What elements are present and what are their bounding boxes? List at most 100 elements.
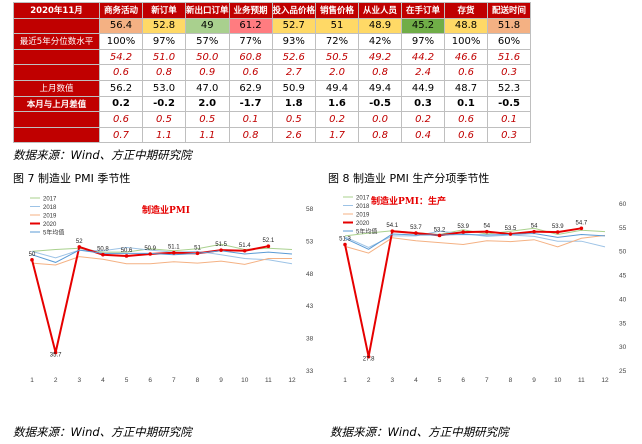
x-tick-label: 10: [241, 377, 249, 384]
x-tick-label: 8: [509, 377, 513, 384]
table-cell: 72%: [315, 33, 360, 50]
table-cell: 42%: [358, 33, 403, 50]
table-cell: 51.0: [142, 48, 186, 66]
x-tick-label: 7: [172, 377, 176, 384]
y-tick-label: 45: [619, 273, 627, 280]
data-point: [508, 232, 513, 236]
table-cell: 2.6: [271, 126, 317, 144]
legend-label: 2017: [43, 196, 57, 202]
y-tick-label: 60: [619, 201, 627, 208]
data-label: 52: [76, 239, 83, 245]
data-label: 51.5: [215, 242, 227, 248]
x-tick-label: 9: [532, 377, 536, 384]
table-cell: 0.8: [142, 64, 186, 81]
x-tick-label: 5: [125, 377, 129, 384]
table-cell: 45.2: [401, 17, 446, 35]
table-cell: 54.2: [99, 48, 143, 66]
table-cell: 49.2: [358, 48, 403, 66]
data-point: [266, 244, 271, 249]
x-tick-label: 10: [554, 377, 562, 384]
table-cell: 1.1: [185, 126, 230, 144]
table-cell: 0.5: [142, 111, 186, 128]
data-label: 50.9: [144, 246, 156, 252]
table-cell: 0.1: [228, 111, 273, 128]
table-cell: 0.4: [401, 126, 446, 144]
column-header: 销售价格: [315, 2, 360, 19]
table-cell: 51.6: [487, 48, 532, 66]
y-tick-label: 58: [306, 206, 314, 213]
table-cell: 0.8: [228, 126, 273, 144]
table-cell: 62.9: [228, 79, 273, 97]
column-header: 新出口订单: [185, 2, 230, 19]
row-label: 5年均值: [13, 48, 100, 66]
chart-title: 制造业PMI：生产: [371, 195, 446, 207]
y-tick-label: 30: [619, 344, 627, 351]
column-header: 配送时间: [487, 2, 532, 19]
data-label: 53.9: [457, 224, 469, 230]
data-point: [77, 245, 82, 249]
y-tick-label: 53: [306, 238, 314, 245]
data-point: [390, 229, 395, 233]
table-cell: 0.1: [444, 95, 489, 113]
legend-label: 5年均值: [356, 227, 377, 235]
table-cell: 1.1: [142, 126, 186, 144]
legend-label: 2018: [356, 204, 370, 210]
table-cell: 56.2: [99, 79, 143, 97]
pmi-summary-table: 2020年11月 商务活动 新订单 新出口订单 业务预期 投入品价格 销售价格 从业人员 在手订…: [13, 2, 532, 144]
table-cell: 1.8: [271, 95, 317, 113]
table-cell: 0.8: [358, 126, 403, 144]
row-label: 5年差值平均: [13, 111, 100, 128]
table-cell: 0.3: [401, 95, 446, 113]
table-cell: 0.6: [228, 64, 273, 81]
data-label: 51.3: [339, 237, 351, 243]
data-label: 51.1: [168, 245, 180, 251]
table-cell: 0.6: [444, 111, 489, 128]
y-tick-label: 55: [619, 225, 627, 232]
table-cell: 0.9: [185, 64, 230, 81]
fig8-caption: 图 8 制造业 PMI 生产分项季节性: [328, 172, 490, 185]
column-header: 业务预期: [228, 2, 273, 19]
table-cell: 48.8: [444, 17, 489, 35]
table-cell: 49: [185, 17, 230, 35]
legend-label: 5年均值: [43, 228, 64, 236]
y-tick-label: 43: [306, 303, 314, 310]
table-cell: 56.4: [99, 17, 143, 35]
x-tick-label: 4: [101, 377, 105, 384]
data-point: [101, 252, 105, 257]
table-cell: 100%: [444, 33, 489, 50]
y-tick-label: 48: [306, 271, 314, 278]
table-cell: 2.7: [271, 64, 317, 81]
series-line-2020: [344, 227, 582, 357]
table-row: 上月数值 56.2 53.0 47.0 62.9 50.9 49.4 49.4 44.9 48.7…: [13, 79, 532, 97]
table-row: 5年均值 54.2 51.0 50.0 60.8 52.6 50.5 49.2 44.2 46.6…: [13, 48, 532, 66]
data-point: [53, 350, 58, 355]
data-label: 35.7: [50, 353, 62, 359]
table-cell: 0.2: [99, 95, 143, 113]
data-label: 53.2: [434, 227, 446, 233]
table-cell: 0.6: [444, 126, 489, 144]
row-label: 上月数值: [13, 79, 100, 97]
table-row: 5年差值平均 0.6 0.5 0.5 0.1 0.5 0.2 0.0 0.2 0.6 0.1: [13, 111, 532, 128]
table-cell: 44.2: [401, 48, 446, 66]
series-line-2020: [31, 245, 269, 353]
column-header: 投入品价格: [271, 2, 317, 19]
table-cell: 0.6: [444, 64, 489, 81]
table-cell: 97%: [142, 33, 186, 50]
table-cell: 0.5: [271, 111, 317, 128]
data-point: [366, 354, 371, 359]
table-cell: 60.8: [228, 48, 273, 66]
row-label: 5年差值历史波动率: [13, 126, 100, 144]
table-cell: 49.4: [315, 79, 360, 97]
table-cell: -0.5: [358, 95, 403, 113]
legend-label: 2020: [43, 222, 57, 228]
table-cell: 2.0: [315, 64, 360, 81]
table-cell: 57%: [185, 33, 230, 50]
data-label: 52.1: [263, 238, 275, 244]
table-source: 数据来源：Wind、方正中期研究院: [13, 148, 192, 162]
table-cell: 52.8: [142, 17, 186, 35]
table-cell: 0.3: [487, 64, 532, 81]
legend-label: 2019: [356, 212, 370, 218]
chart1-source: 数据来源：Wind、方正中期研究院: [13, 425, 192, 439]
row-label: 最近5年分位数水平: [13, 33, 100, 50]
